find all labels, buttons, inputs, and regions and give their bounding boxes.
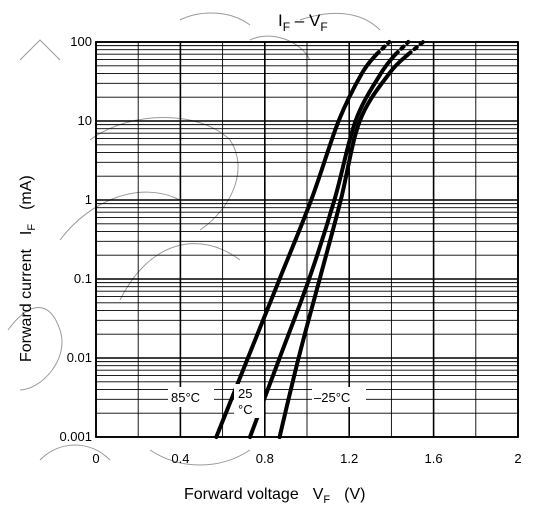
y-tick-label: 10 bbox=[78, 113, 92, 128]
series-line-0 bbox=[214, 52, 379, 439]
x-tick-label: 0.4 bbox=[171, 451, 189, 466]
y-tick-label: 1 bbox=[85, 192, 92, 207]
plot-frame bbox=[95, 41, 519, 438]
series-line-1 bbox=[248, 52, 398, 439]
x-tick-label: 2 bbox=[514, 451, 521, 466]
x-tick-label: 0 bbox=[92, 451, 99, 466]
x-tick-label: 0.8 bbox=[256, 451, 274, 466]
series-extension-1 bbox=[393, 40, 411, 57]
x-tick-label: 1.6 bbox=[425, 451, 443, 466]
series-line-2 bbox=[277, 52, 411, 439]
x-axis-title: Forward voltage VF (V) bbox=[184, 486, 365, 506]
tick-labels: 0 0.4 0.8 1.2 1.6 2 0.001 0.01 0.1 1 10 100 bbox=[59, 34, 521, 466]
label-minus25c-box: –25°C bbox=[312, 387, 366, 407]
curve-label-25c-unit: °C bbox=[238, 402, 253, 417]
series-extension-0 bbox=[374, 40, 392, 57]
watermark-outline bbox=[7, 12, 381, 466]
series-extension-2 bbox=[406, 40, 426, 57]
grid bbox=[95, 41, 519, 438]
y-tick-label: 100 bbox=[70, 34, 92, 49]
curve-label-25c-number: 25 bbox=[238, 386, 252, 401]
x-tick-label: 1.2 bbox=[340, 451, 358, 466]
y-axis-title: Forward currentIF(mA) bbox=[18, 175, 38, 362]
y-tick-label: 0.001 bbox=[59, 429, 92, 444]
label-25c-box: 25 °C bbox=[234, 384, 264, 418]
chart-title: IF – VF bbox=[278, 11, 328, 34]
curve-labels: 85°C 25 °C –25°C bbox=[168, 384, 366, 418]
y-tick-label: 0.01 bbox=[67, 350, 92, 365]
label-85c-box: 85°C bbox=[168, 387, 214, 407]
curve-label-minus25c: –25°C bbox=[314, 390, 350, 405]
curve-label-85c: 85°C bbox=[171, 390, 200, 405]
curves bbox=[214, 40, 426, 439]
y-tick-label: 0.1 bbox=[74, 271, 92, 286]
